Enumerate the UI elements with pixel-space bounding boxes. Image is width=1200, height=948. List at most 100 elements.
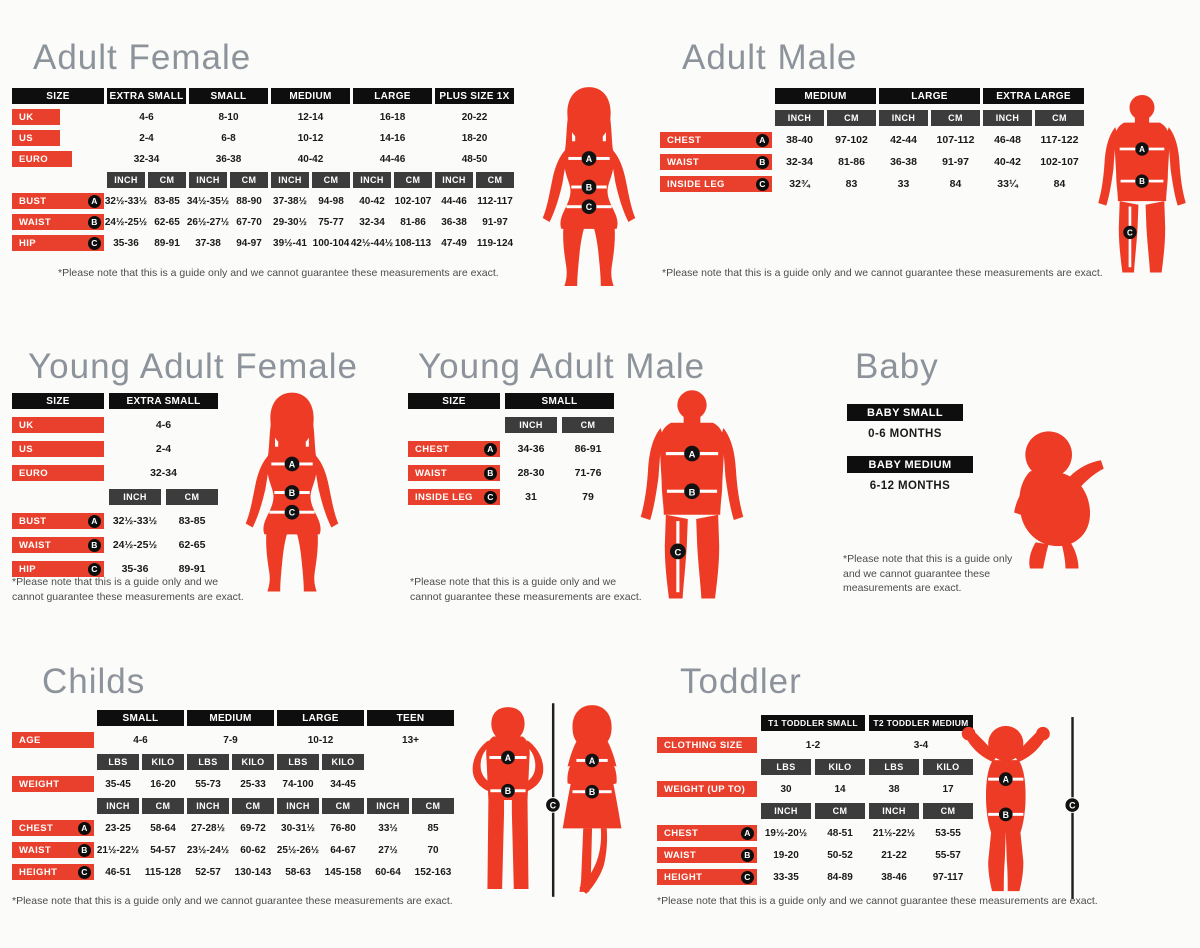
value-cell: 16-20	[150, 778, 176, 790]
value-cell: 74-100	[282, 778, 314, 790]
unit-header-cm: CM	[1035, 110, 1084, 126]
unit-header-cm: CM	[827, 110, 876, 126]
value-cell: 88-90	[236, 195, 262, 207]
value-cell: 10-12	[297, 132, 324, 144]
size-column-header: EXTRA SMALL	[107, 88, 186, 104]
size-column-header: T2 TODDLER MEDIUM	[869, 715, 973, 731]
size-header: SIZE	[12, 393, 104, 409]
value-cell: 107-112	[936, 134, 975, 146]
value-cell: 7-9	[223, 734, 238, 746]
unit-header-inch: INCH	[869, 803, 919, 819]
value-cell: 17	[942, 783, 954, 795]
marker-badge-c: C	[78, 865, 91, 879]
section-title-young-adult-female: Young Adult Female	[28, 347, 358, 386]
value-cell: 19-20	[773, 849, 799, 861]
unit-header-inch: INCH	[187, 798, 229, 814]
section-title-young-adult-male: Young Adult Male	[418, 347, 706, 386]
value-cell: 48-51	[827, 827, 853, 839]
baby-size-header: BABY SMALL	[847, 404, 963, 421]
marker-badge-c: C	[741, 870, 754, 884]
row-label-waist: WAIST B	[660, 154, 772, 170]
value-cell: 34-36	[517, 443, 545, 455]
unit-header-lbs: LBS	[97, 754, 139, 770]
value-cell: 58-63	[285, 866, 311, 878]
value-cell: 89-91	[154, 237, 180, 249]
marker-badge-a: A	[484, 442, 497, 456]
value-cell: 35-45	[105, 778, 131, 790]
size-column-header: LARGE	[277, 710, 364, 726]
row-label-us: US	[12, 130, 60, 146]
value-cell: 55-73	[195, 778, 221, 790]
value-cell: 28-30	[517, 467, 545, 479]
value-cell: 83-85	[178, 515, 206, 527]
value-cell: 32½-33½	[112, 515, 158, 527]
value-cell: 33¼	[997, 178, 1018, 190]
value-cell: 10-12	[307, 734, 334, 746]
value-cell: 40-42	[994, 156, 1021, 168]
section-title-adult-male: Adult Male	[682, 38, 858, 77]
spacer-cell	[12, 798, 94, 814]
value-cell: 30-31½	[281, 822, 315, 834]
value-cell: 8-10	[218, 111, 239, 123]
row-label-text: WAIST	[664, 849, 697, 861]
value-cell: 97-117	[932, 871, 964, 883]
value-cell: 21½-22½	[96, 844, 140, 856]
value-cell: 119-124	[476, 237, 514, 249]
value-cell: 83-85	[154, 195, 180, 207]
value-cell: 91-97	[942, 156, 969, 168]
value-cell: 2-4	[155, 443, 172, 455]
value-cell: 4-6	[133, 734, 148, 746]
value-cell: 33-35	[773, 871, 799, 883]
value-cell: 44-46	[379, 153, 406, 165]
unit-header-cm: CM	[232, 798, 274, 814]
value-cell: 84	[1053, 178, 1066, 190]
value-cell: 71-76	[574, 467, 602, 479]
spacer-cell	[412, 776, 454, 792]
value-cell: 100-104	[312, 237, 350, 249]
size-column-header: LARGE	[879, 88, 980, 104]
value-cell: 4-6	[139, 111, 154, 123]
value-cell: 26½-27½	[186, 216, 230, 228]
value-cell: 62-65	[154, 216, 180, 228]
row-label-text: HEIGHT	[19, 866, 58, 878]
value-cell: 29-30½	[273, 216, 307, 228]
toddler-table: T1 TODDLER SMALL T2 TODDLER MEDIUM CLOTH…	[657, 715, 973, 885]
young-adult-female-figure	[245, 392, 339, 592]
unit-header-inch: INCH	[271, 172, 309, 188]
row-label-text: WAIST	[415, 467, 448, 479]
size-column-header: PLUS SIZE 1X	[435, 88, 514, 104]
value-cell: 55-57	[935, 849, 961, 861]
value-cell: 35-36	[121, 563, 149, 575]
toddler-figure: C	[961, 717, 1081, 899]
unit-header-inch: INCH	[189, 172, 227, 188]
value-cell: 13+	[402, 734, 419, 746]
section-title-toddler: Toddler	[680, 662, 802, 701]
row-label-text: CHEST	[667, 134, 702, 146]
row-label-text: INSIDE LEG	[667, 178, 725, 190]
value-cell: 32½-33½	[104, 195, 148, 207]
spacer-cell	[12, 489, 104, 505]
marker-badge-a: A	[756, 133, 769, 147]
value-cell: 54-57	[150, 844, 176, 856]
value-cell: 25-33	[240, 778, 266, 790]
value-cell: 64-67	[330, 844, 356, 856]
size-column-header: T1 TODDLER SMALL	[761, 715, 865, 731]
row-label-weight-up-to: WEIGHT (UP TO)	[657, 781, 757, 797]
value-cell: 97-102	[835, 134, 868, 146]
row-label-euro: EURO	[12, 465, 104, 481]
marker-badge-b: B	[88, 215, 101, 229]
toddler-body	[961, 725, 1050, 892]
row-label-text: HEIGHT	[664, 871, 703, 883]
unit-header-kilo: KILO	[815, 759, 865, 775]
unit-header-cm: CM	[166, 489, 218, 505]
unit-header-kilo: KILO	[232, 754, 274, 770]
value-cell: 67-70	[236, 216, 262, 228]
unit-header-inch: INCH	[353, 172, 391, 188]
value-cell: 79	[582, 491, 594, 503]
row-label-bust: BUST A	[12, 193, 104, 209]
value-cell: 130-143	[234, 866, 272, 878]
value-cell: 14	[834, 783, 846, 795]
value-cell: 37-38	[195, 237, 221, 249]
spacer-cell	[412, 754, 454, 770]
value-cell: 31	[525, 491, 537, 503]
